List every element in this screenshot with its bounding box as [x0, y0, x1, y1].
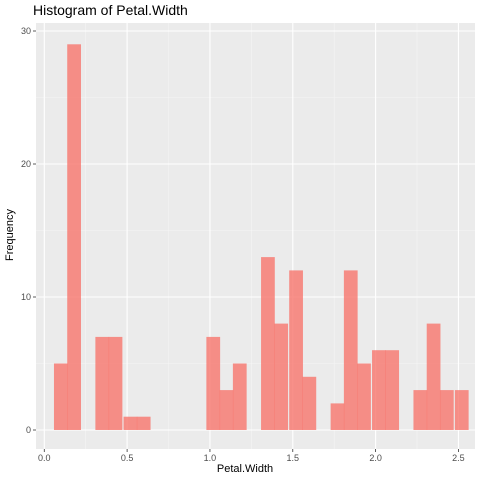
histogram-bar [136, 416, 151, 430]
histogram-bar [274, 323, 289, 430]
histogram-bar [357, 363, 371, 430]
histogram-bar [385, 350, 400, 430]
chart-title: Histogram of Petal.Width [33, 2, 188, 18]
histogram-bar [219, 390, 234, 430]
histogram-bar [108, 336, 123, 430]
histogram-bar [95, 336, 110, 430]
histogram-bar [413, 390, 428, 430]
x-axis-title: Petal.Width [217, 463, 273, 475]
histogram-bar [330, 403, 345, 430]
x-tick-label: 1.0 [204, 453, 217, 463]
histogram-bar [206, 336, 221, 430]
x-axis: 0.0 0.5 1.0 1.5 2.0 2.5 [38, 449, 465, 463]
x-tick-label: 1.5 [287, 453, 300, 463]
histogram-bar [372, 350, 386, 430]
histogram-bar [261, 257, 275, 430]
y-tick-label: 30 [21, 26, 31, 36]
histogram-bar [289, 270, 303, 430]
histogram-bar [302, 376, 317, 430]
histogram-bar [123, 416, 138, 430]
y-axis: 0 10 20 30 [21, 26, 36, 435]
y-tick-label: 20 [21, 159, 31, 169]
histogram-bar [343, 270, 358, 430]
histogram-bar [67, 44, 81, 431]
x-tick-label: 2.0 [369, 453, 382, 463]
histogram-bar [426, 323, 441, 430]
y-tick-label: 10 [21, 292, 31, 302]
histogram-bar [53, 363, 68, 430]
x-tick-label: 2.5 [452, 453, 465, 463]
histogram-bar [232, 363, 247, 430]
y-tick-label: 0 [26, 425, 31, 435]
y-axis-title: Frequency [4, 209, 16, 261]
x-tick-label: 0.5 [121, 453, 134, 463]
histogram-bar [454, 390, 469, 430]
histogram-bars [53, 44, 469, 431]
x-tick-label: 0.0 [38, 453, 51, 463]
histogram-bar [439, 390, 454, 430]
